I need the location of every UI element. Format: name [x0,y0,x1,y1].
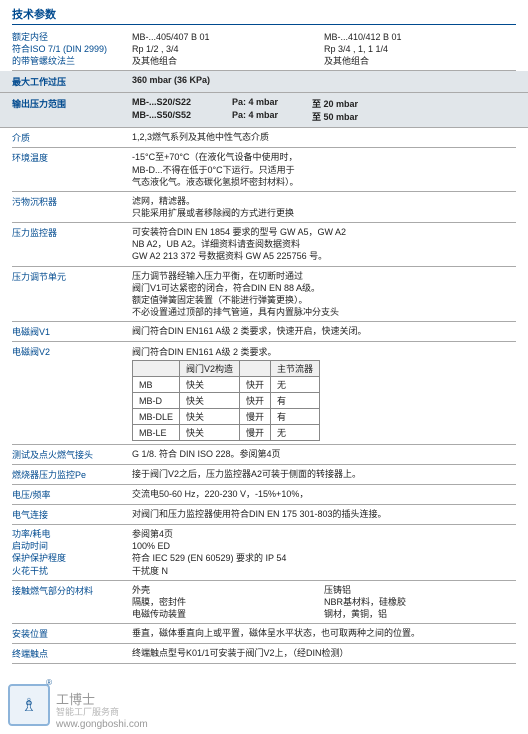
label: 测试及点火燃气接头 [12,448,132,461]
value: 终端触点型号K01/1可安装于阀门V2上，（经DIN检测） [132,647,516,660]
value: 垂直，磁体垂直向上或平置，磁体呈水平状态，也可取两种之间的位置。 [132,627,516,640]
label: 的带管螺纹法兰 [12,55,132,67]
table-row: 电磁阀V1阀门符合DIN EN161 A级 2 类要求，快速开启，快速关闭。 [12,322,516,342]
value: MB-...410/412 B 01 [324,31,516,43]
value: Pa: 4 mbar [232,110,312,123]
value: Rp 1/2 , 3/4 [132,43,324,55]
value: 阀门符合DIN EN161 A级 2 类要求，快速开启，快速关闭。 [132,325,516,338]
table-row: 燃烧器压力监控Pe接于阀门V2之后，压力监控器A2可装于侧面的转接器上。 [12,465,516,485]
value: NBR基材料，硅橡胶 [324,596,516,608]
value: 阀门符合DIN EN161 A级 2 类要求。 [132,345,516,358]
label: 安装位置 [12,627,132,640]
value: 钢材，黄铜，铝 [324,608,516,620]
label: 额定内径 [12,31,132,43]
label: 燃烧器压力监控Pe [12,468,132,481]
value: 符合 IEC 529 (EN 60529) 要求的 IP 54 [132,552,516,564]
value: Rp 3/4 , 1, 1 1/4 [324,43,516,55]
value: 及其他组合 [132,55,324,67]
value: 至 20 mbar [312,97,358,110]
table-row: 污物沉积器滤网，精滤器。只能采用扩展或者移除阀的方式进行更换 [12,192,516,223]
value: 压力调节器经输入压力平衡，在切断时通过阀门V1可达紧密的闭合，符合DIN EN … [132,270,516,319]
label: 输出压力范围 [12,97,132,123]
section-title: 技术参数 [12,6,516,25]
value: 对阀门和压力监控器使用符合DIN EN 175 301-803的插头连接。 [132,508,516,521]
table-row: 安装位置垂直，磁体垂直向上或平置，磁体呈水平状态，也可取两种之间的位置。 [12,624,516,644]
value: Pa: 4 mbar [232,97,312,110]
label: 电磁阀V1 [12,325,132,338]
value: 100% ED [132,540,516,552]
value: 及其他组合 [324,55,516,67]
highlight-output-range: 输出压力范围 MB-...S20/S22 Pa: 4 mbar 至 20 mba… [0,93,528,128]
value: 交流电50-60 Hz，220-230 V，-15%+10%， [132,488,516,501]
value: -15°C至+70°C（在液化气设备中使用时，MB-D...不得在低于0°C下运… [132,151,516,187]
value: G 1/8. 符合 DIN ISO 228。参阅第4页 [132,448,516,461]
value: 可安装符合DIN EN 1854 要求的型号 GW A5，GW A2NB A2，… [132,226,516,262]
value: MB-...405/407 B 01 [132,31,324,43]
label: 电气连接 [12,508,132,521]
value: 至 50 mbar [312,110,358,123]
label: 介质 [12,131,132,144]
label: 污物沉积器 [12,195,132,219]
value: MB-...S50/S52 [132,110,232,123]
v2-table: 阀门V2构造主节流器 MB快关快开无 MB-D快关快开有 MB-DLE快关慢开有… [132,360,320,441]
label: 电压/频率 [12,488,132,501]
row-power: 功率/耗电 启动时间 保护保护程度 火花干扰 参阅第4页 100% ED 符合 … [12,525,516,581]
value: 1,2,3燃气系列及其他中性气态介质 [132,131,516,144]
value: 隔膜，密封件 [132,596,324,608]
label: 压力调节单元 [12,270,132,319]
table-row: 电压/频率交流电50-60 Hz，220-230 V，-15%+10%， [12,485,516,505]
label: 功率/耗电 [12,528,132,540]
label: 电磁阀V2 [12,345,132,441]
value: 压铸铝 [324,584,516,596]
value: 电磁传动装置 [132,608,324,620]
label: 终端触点 [12,647,132,660]
table-row: 电气连接对阀门和压力监控器使用符合DIN EN 175 301-803的插头连接… [12,505,516,525]
value: 外壳 [132,584,324,596]
table-row: 测试及点火燃气接头G 1/8. 符合 DIN ISO 228。参阅第4页 [12,445,516,465]
label: 火花干扰 [12,565,132,577]
watermark-url: www.gongboshi.com [56,719,148,730]
value: 360 mbar (36 KPa) [132,75,516,88]
table-row: 压力监控器可安装符合DIN EN 1854 要求的型号 GW A5，GW A2N… [12,223,516,266]
watermark-brand: 工博士 [56,692,119,708]
value: MB-...S20/S22 [132,97,232,110]
label: 符合ISO 7/1 (DIN 2999) [12,43,132,55]
row-rated-diameter: 额定内径 符合ISO 7/1 (DIN 2999) 的带管螺纹法兰 MB-...… [12,28,516,71]
table-row: 终端触点终端触点型号K01/1可安装于阀门V2上，（经DIN检测） [12,644,516,664]
label: 保护保护程度 [12,552,132,564]
row-valve-v2: 电磁阀V2 阀门符合DIN EN161 A级 2 类要求。 阀门V2构造主节流器… [12,342,516,445]
label: 最大工作过压 [12,75,132,88]
label: 启动时间 [12,540,132,552]
watermark-logo: ♗® [8,684,50,726]
value: 干扰度 N [132,565,516,577]
value: 滤网，精滤器。只能采用扩展或者移除阀的方式进行更换 [132,195,516,219]
value: 参阅第4页 [132,528,516,540]
row-materials: 接触燃气部分的材料 外壳 隔膜，密封件 电磁传动装置 压铸铝 NBR基材料，硅橡… [12,581,516,624]
highlight-max-pressure: 最大工作过压 360 mbar (36 KPa) [0,71,528,93]
label: 接触燃气部分的材料 [12,584,132,620]
value: 接于阀门V2之后，压力监控器A2可装于侧面的转接器上。 [132,468,516,481]
label: 环境温度 [12,151,132,187]
table-row: 介质1,2,3燃气系列及其他中性气态介质 [12,128,516,148]
watermark-sub: 智能工厂服务商 [56,707,119,718]
table-row: 环境温度-15°C至+70°C（在液化气设备中使用时，MB-D...不得在低于0… [12,148,516,191]
label: 压力监控器 [12,226,132,262]
table-row: 压力调节单元压力调节器经输入压力平衡，在切断时通过阀门V1可达紧密的闭合，符合D… [12,267,516,323]
